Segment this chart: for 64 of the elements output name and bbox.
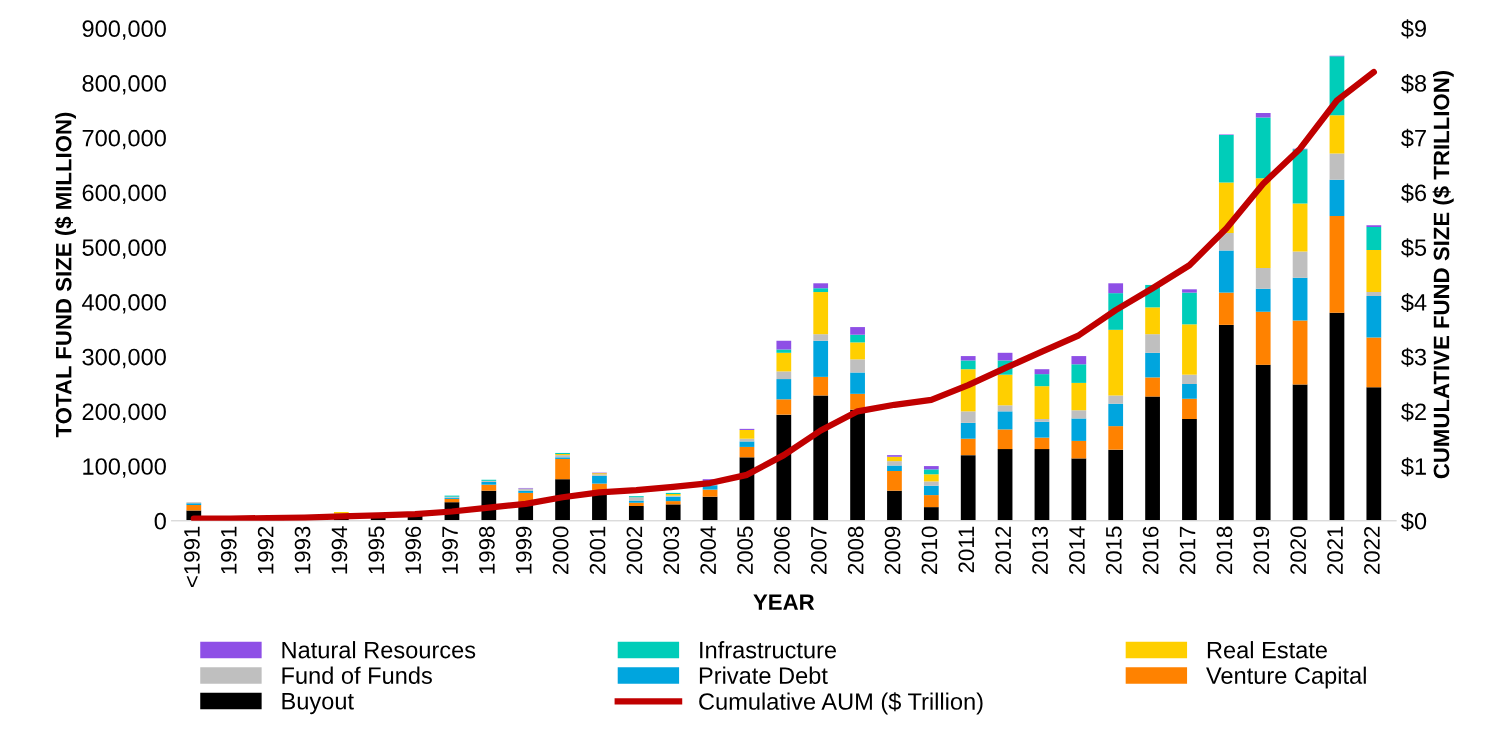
legend-label: Fund of Funds [282,666,432,684]
x-tick-label: <1991 [184,526,200,587]
x-tick-label: 2017 [1179,526,1196,574]
x-tick-label: 2020 [1290,526,1307,574]
y-tick-label: 800,000 [82,75,166,95]
x-tick-label: 2000 [552,526,569,574]
y-tick-label: 900,000 [82,20,166,40]
y-tick-label: 300,000 [82,348,166,369]
y2-tick-label: $1 [1401,457,1426,477]
legend-label: Real Estate [1207,641,1327,659]
x-tick-label: 1991 [220,526,237,574]
x-tick-label: 2002 [626,526,643,574]
y-tick-label: 700,000 [82,129,166,150]
y2-tick-label: $2 [1401,402,1426,422]
y-tick-label: 100,000 [83,458,166,478]
legend-label: Natural Resources [282,641,476,659]
x-tick-label: 1994 [331,526,348,574]
x-tick-label: 2004 [700,526,717,574]
y-tick-label: 400,000 [82,293,166,314]
y-axis-title: TOTAL FUND SIZE ($ MILLION) [54,112,76,438]
x-tick-label: 2014 [1069,526,1085,574]
x-tick-label: 2010 [921,526,938,574]
y-tick-label: 500,000 [82,239,166,259]
y2-tick-label: $4 [1401,292,1427,313]
x-tick-label: 2009 [884,526,901,574]
x-tick-label: 2021 [1327,526,1343,574]
y2-tick-label: $3 [1401,347,1427,367]
x-tick-label: 2011 [958,526,975,573]
x-tick-label: 2015 [1105,526,1122,574]
y-tick-label: 600,000 [82,184,166,205]
y2-tick-label: $7 [1401,128,1426,148]
x-tick-label: 2022 [1364,526,1380,574]
x-tick-label: 1993 [294,526,311,574]
y-tick-label: 200,000 [82,403,166,423]
x-tick-label: 1997 [442,526,458,574]
y2-tick-label: $6 [1401,183,1427,203]
y-tick-label: 0 [154,512,166,530]
x-tick-label: 2005 [737,526,753,574]
x-tick-label: 2001 [589,526,606,574]
y2-tick-label: $0 [1401,511,1427,531]
y2-axis-title: CUMULATIVE FUND SIZE ($ TRILLION) [1432,70,1454,479]
x-tick-label: 1992 [257,526,274,574]
x-tick-label: 2008 [847,526,864,574]
y2-tick-label: $5 [1401,238,1427,258]
y2-tick-label: $9 [1401,19,1426,39]
legend-label: Cumulative AUM ($ Trillion) [699,692,983,715]
legend-label: Private Debt [699,666,828,684]
x-tick-label: 2013 [1032,526,1048,574]
x-tick-label: 1996 [405,526,422,574]
x-tick-label: 1995 [368,526,385,574]
x-tick-label: 2019 [1253,526,1270,574]
x-tick-label: 1998 [479,526,495,574]
x-axis-title: YEAR [753,594,815,610]
x-tick-label: 2003 [663,526,680,574]
legend-label: Buyout [282,693,354,715]
x-tick-label: 2006 [774,526,790,574]
y2-tick-label: $8 [1401,74,1427,94]
x-tick-label: 1999 [515,526,532,574]
x-tick-label: 2007 [810,526,827,574]
x-tick-label: 2018 [1216,526,1233,574]
x-tick-label: 2016 [1142,526,1159,574]
legend-label: Infrastructure [700,641,837,659]
legend-label: Venture Capital [1206,666,1366,689]
x-tick-label: 2012 [995,526,1012,574]
